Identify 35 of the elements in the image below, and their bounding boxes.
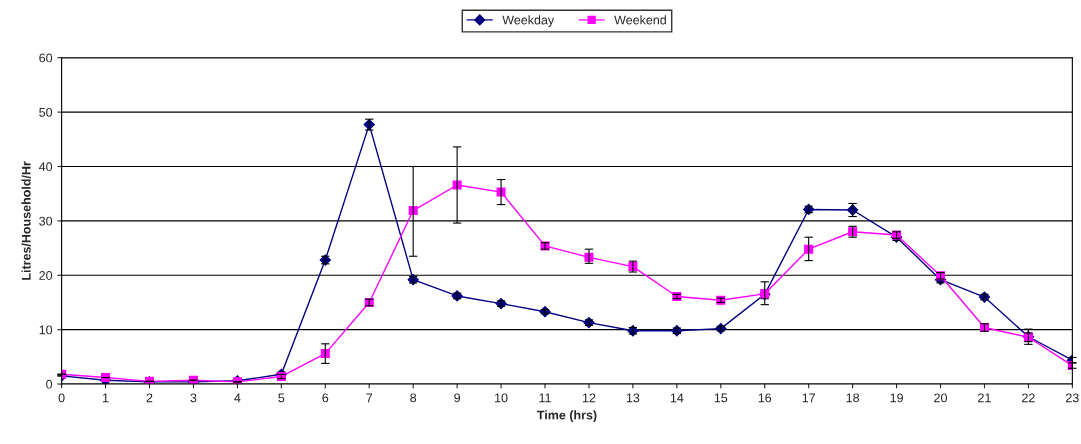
x-tick-label: 13	[626, 393, 640, 403]
x-tick-label: 7	[366, 393, 373, 403]
x-tick-label: 21	[978, 393, 991, 403]
y-tick-label: 10	[39, 325, 53, 335]
x-tick-label: 15	[714, 393, 728, 403]
x-tick-label: 19	[890, 393, 903, 403]
x-tick-label: 14	[670, 393, 684, 403]
x-tick-label: 17	[802, 393, 816, 403]
y-tick-label: 40	[38, 162, 53, 172]
x-tick-label: 23	[1066, 393, 1079, 403]
y-tick-label: 0	[46, 379, 53, 389]
legend-label: Weekend	[614, 15, 666, 25]
x-tick-label: 9	[454, 393, 461, 403]
x-tick-label: 6	[322, 393, 329, 403]
y-tick-label: 50	[39, 107, 53, 117]
x-tick-label: 22	[1022, 393, 1035, 403]
x-tick-label: 1	[103, 393, 109, 403]
x-axis-title: Time (hrs)	[537, 410, 597, 422]
x-tick-label: 10	[495, 393, 508, 403]
legend-label: Weekday	[502, 15, 555, 27]
x-tick-label: 5	[278, 393, 285, 403]
x-tick-label: 0	[58, 393, 65, 403]
x-tick-label: 12	[582, 393, 596, 403]
x-tick-label: 16	[758, 393, 772, 403]
x-tick-label: 2	[146, 393, 153, 403]
y-tick-label: 20	[39, 271, 53, 280]
x-tick-label: 20	[934, 393, 947, 403]
y-axis-title: Litres/Household/Hr	[21, 161, 31, 280]
y-tick-label: 60	[39, 53, 53, 63]
x-tick-label: 11	[539, 393, 551, 403]
x-tick-label: 3	[190, 393, 197, 403]
x-tick-label: 18	[846, 393, 860, 403]
x-tick-label: 4	[234, 393, 241, 403]
x-tick-label: 8	[410, 393, 417, 403]
y-tick-label: 30	[39, 216, 53, 226]
